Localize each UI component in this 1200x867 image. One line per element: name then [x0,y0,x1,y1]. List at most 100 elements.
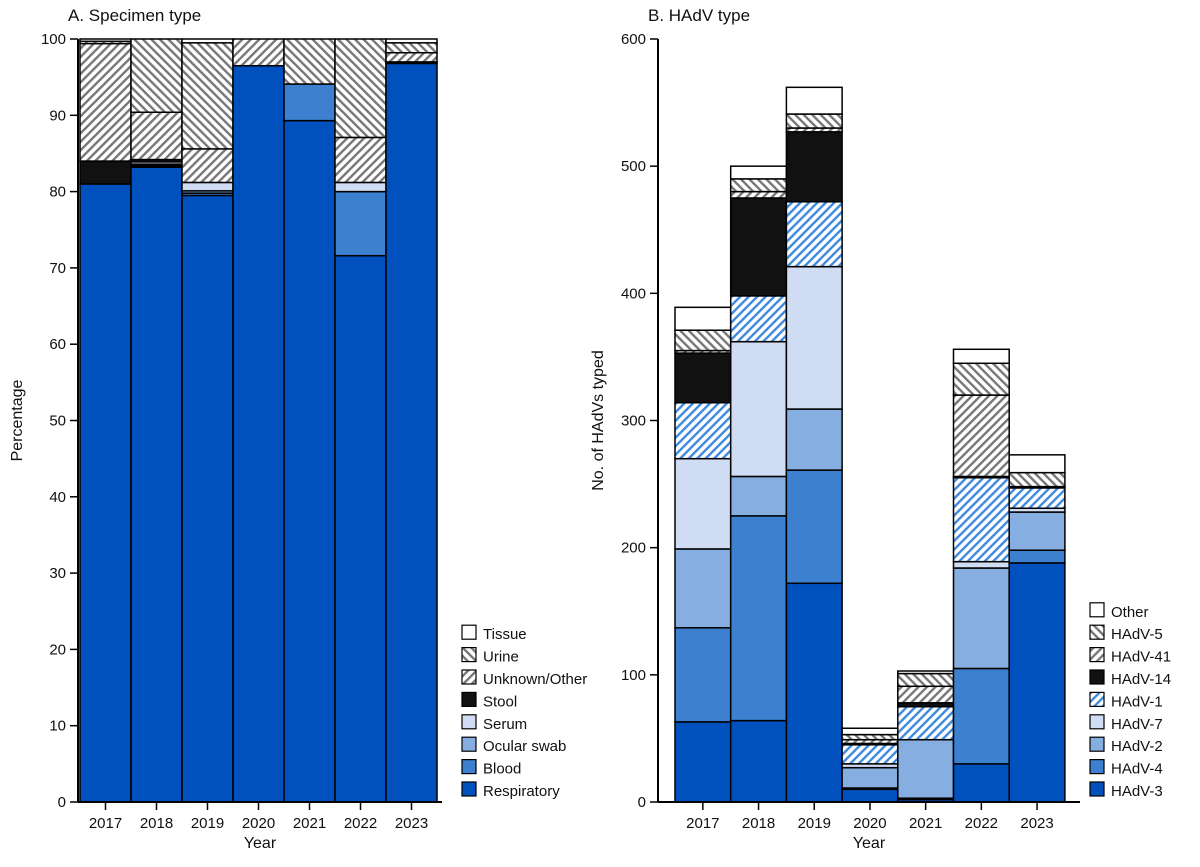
legend-label: Other [1111,604,1149,621]
legend-swatch [1089,624,1105,640]
legend-swatch [1089,758,1105,775]
x-tick-label: 2019 [798,815,831,832]
chart-title: A. Specimen type [68,6,201,25]
bar-segment-hadv-41-2022 [952,394,1010,478]
legend-item: Blood [461,758,521,778]
y-axis-label: Percentage [9,379,26,461]
legend-swatch [461,646,477,663]
bar-segment-hadv-2-2023 [1008,511,1066,551]
bar-segment-unknown-other-2019 [181,148,234,184]
y-tick-label: 40 [49,489,66,506]
bar-segment-hadv-4-2018 [729,515,788,722]
y-axis-label: No. of HAdVs typed [590,350,607,491]
y-tick-label: 90 [49,107,66,124]
x-tick-label: 2019 [191,815,224,832]
bar-segment-respiratory-2022 [334,254,387,803]
legend-label: HAdV-14 [1111,671,1171,688]
bar-segment-hadv-4-2019 [785,469,843,585]
bar-segment-hadv-1-2019 [785,201,843,268]
bar-segment-respiratory-2018 [130,166,183,803]
x-tick-label: 2020 [853,815,886,832]
legend-label: HAdV-4 [1111,761,1163,778]
y-tick-label: 0 [58,794,66,811]
legend-swatch [1089,781,1105,797]
legend-item: Respiratory [461,781,560,800]
legend-item: HAdV-2 [1089,736,1163,755]
legend-item: Tissue [461,624,527,643]
legend-item: Serum [461,714,527,733]
legend-swatch [461,781,477,797]
bar-segment-other-2023 [1008,454,1066,474]
bar-segment-urine-2019 [181,42,234,150]
legend-item: HAdV-14 [1089,669,1171,688]
bar-segment-hadv-5-2018 [729,178,788,193]
legend-swatch [1089,669,1105,685]
x-axis-label: Year [244,835,277,852]
bar-segment-unknown-other-2020 [232,38,285,67]
y-tick-label: 80 [49,184,66,201]
bar-segment-hadv-2-2018 [729,475,788,517]
bar-segment-hadv-2-2021 [897,738,955,799]
legend-label: Serum [483,716,527,733]
bar-segment-hadv-7-2017 [674,457,732,550]
legend-swatch [1089,736,1105,752]
bar-segment-hadv-2-2017 [674,548,732,629]
legend-label: Unknown/Other [483,671,587,688]
bar-segment-hadv-1-2022 [952,476,1010,563]
legend-item: Urine [461,646,519,666]
x-axis-label: Year [853,835,886,852]
legend-swatch [461,691,477,708]
y-tick-label: 100 [621,667,646,684]
legend-label: HAdV-7 [1111,716,1163,733]
bar-segment-hadv-41-2018 [729,190,788,199]
chart-title: B. HAdV type [648,6,750,25]
bar-segment-hadv-4-2022 [952,667,1010,765]
legend-swatch [461,758,477,775]
legend-swatch [461,669,477,685]
legend-item: HAdV-1 [1089,691,1163,710]
y-tick-label: 500 [621,158,646,175]
legend-label: HAdV-1 [1111,693,1163,710]
x-tick-label: 2021 [909,815,942,832]
bar-segment-hadv-2-2022 [952,567,1010,670]
x-tick-label: 2022 [965,815,998,832]
bar-segment-hadv-3-2023 [1008,562,1066,803]
bar-segment-unknown-other-2018 [130,111,183,161]
bar-segment-hadv-5-2020 [841,733,899,741]
bar-segment-respiratory-2023 [385,62,438,803]
bar-segment-hadv-1-2020 [841,744,899,765]
y-tick-label: 100 [41,31,66,48]
bar-segment-other-2018 [729,165,788,180]
bar-segment-hadv-5-2023 [1008,471,1066,488]
bar-segment-hadv-14-2019 [785,131,843,203]
legend-swatch [1089,691,1105,708]
bar-segment-hadv-1-2017 [674,401,732,460]
x-tick-label: 2018 [140,815,173,832]
bar-segment-urine-2022 [334,38,387,139]
legend-swatch [1089,602,1105,618]
bar-segment-other-2021 [897,670,955,675]
x-tick-label: 2021 [293,815,326,832]
bar-segment-hadv-2-2020 [841,766,899,789]
legend-label: Urine [483,649,519,666]
legend-swatch [461,624,477,640]
bar-segment-unknown-other-2017 [79,42,132,162]
bar-segment-respiratory-2019 [181,194,234,803]
bar-segment-other-2022 [952,348,1010,365]
bar-segment-hadv-14-2017 [674,352,732,404]
bar-segment-hadv-5-2021 [897,672,955,688]
legend-label: HAdV-41 [1111,649,1171,666]
x-tick-label: 2023 [1020,815,1053,832]
x-tick-label: 2017 [89,815,122,832]
panel-specimen-type: A. Specimen type 2017 2018 2019 2020 2021 2022… [9,6,587,852]
bar-segment-blood-2021 [283,83,336,122]
y-tick-label: 20 [49,641,66,658]
bar-segment-hadv-14-2018 [729,197,788,297]
y-tick-label: 600 [621,31,646,48]
bar-segment-urine-2018 [130,38,183,113]
bar-segment-other-2020 [841,727,899,736]
bar-segment-other-2017 [674,306,732,331]
legend-label: Ocular swab [483,738,566,755]
x-tick-label: 2023 [395,815,428,832]
